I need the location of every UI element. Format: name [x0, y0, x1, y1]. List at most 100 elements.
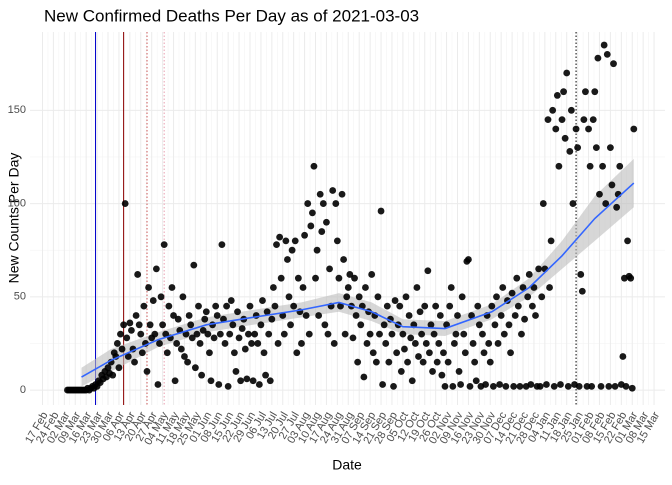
point	[170, 312, 177, 319]
point	[585, 125, 592, 133]
point	[575, 382, 583, 390]
point	[179, 293, 187, 301]
point	[430, 330, 438, 338]
confidence-band	[81, 158, 634, 387]
point	[137, 330, 145, 338]
point	[280, 330, 288, 338]
point	[333, 237, 341, 245]
point	[538, 293, 546, 301]
point	[413, 284, 421, 291]
point	[115, 364, 123, 372]
point	[372, 358, 380, 366]
point	[466, 382, 474, 390]
point	[461, 349, 469, 357]
point	[482, 381, 489, 388]
point	[198, 371, 206, 379]
point	[210, 334, 218, 342]
point	[146, 321, 154, 329]
point	[221, 340, 229, 347]
point	[606, 144, 614, 152]
point	[602, 200, 610, 207]
point	[460, 330, 468, 338]
point	[245, 330, 252, 338]
point	[199, 327, 207, 334]
point	[315, 312, 323, 319]
point	[516, 382, 524, 390]
point	[285, 293, 293, 301]
point	[444, 358, 452, 366]
point	[567, 106, 575, 114]
point	[369, 349, 377, 357]
point	[474, 302, 482, 310]
point	[549, 106, 557, 114]
point	[455, 368, 463, 375]
point	[524, 293, 532, 301]
point	[265, 330, 273, 338]
point	[366, 330, 374, 338]
point	[113, 340, 121, 347]
point	[276, 233, 284, 241]
point	[422, 340, 430, 347]
point	[354, 358, 362, 366]
smooth-line	[81, 182, 635, 378]
point	[438, 371, 446, 379]
point	[539, 200, 547, 207]
point	[120, 321, 128, 329]
point	[427, 321, 435, 329]
point	[500, 330, 508, 338]
point	[291, 237, 299, 245]
point	[380, 321, 388, 329]
point	[407, 334, 415, 342]
point	[126, 319, 134, 327]
point	[266, 377, 274, 385]
point	[151, 330, 159, 338]
point	[627, 274, 635, 282]
point	[124, 353, 132, 360]
point	[188, 334, 196, 342]
point	[263, 308, 271, 316]
y-tick-label: 0	[20, 384, 26, 396]
point	[564, 382, 572, 390]
point	[486, 358, 494, 366]
point	[391, 297, 399, 304]
point	[202, 308, 210, 316]
point	[507, 349, 514, 357]
point	[599, 162, 606, 170]
point	[181, 353, 188, 360]
point	[557, 381, 564, 388]
point	[220, 315, 227, 323]
point	[543, 381, 550, 388]
point	[446, 302, 454, 310]
point	[408, 377, 416, 385]
point	[454, 312, 461, 319]
point	[177, 345, 185, 353]
point	[312, 274, 319, 282]
point	[363, 340, 371, 347]
point	[411, 340, 419, 347]
point	[377, 207, 385, 215]
point	[518, 330, 525, 338]
point	[117, 330, 124, 338]
point	[249, 377, 257, 385]
point	[479, 330, 486, 338]
point	[569, 200, 577, 207]
point	[563, 69, 571, 77]
point	[530, 284, 538, 291]
point	[401, 345, 408, 353]
point	[583, 382, 591, 390]
point	[235, 334, 243, 342]
point	[480, 349, 488, 357]
point	[344, 284, 352, 291]
point	[143, 368, 151, 375]
point	[121, 200, 129, 207]
point	[310, 162, 318, 170]
point	[227, 297, 235, 304]
point	[368, 271, 376, 278]
point	[273, 241, 280, 249]
point	[497, 312, 505, 319]
point	[349, 334, 357, 342]
point	[184, 358, 191, 366]
point	[488, 302, 496, 310]
point	[123, 334, 131, 342]
point	[521, 315, 528, 323]
